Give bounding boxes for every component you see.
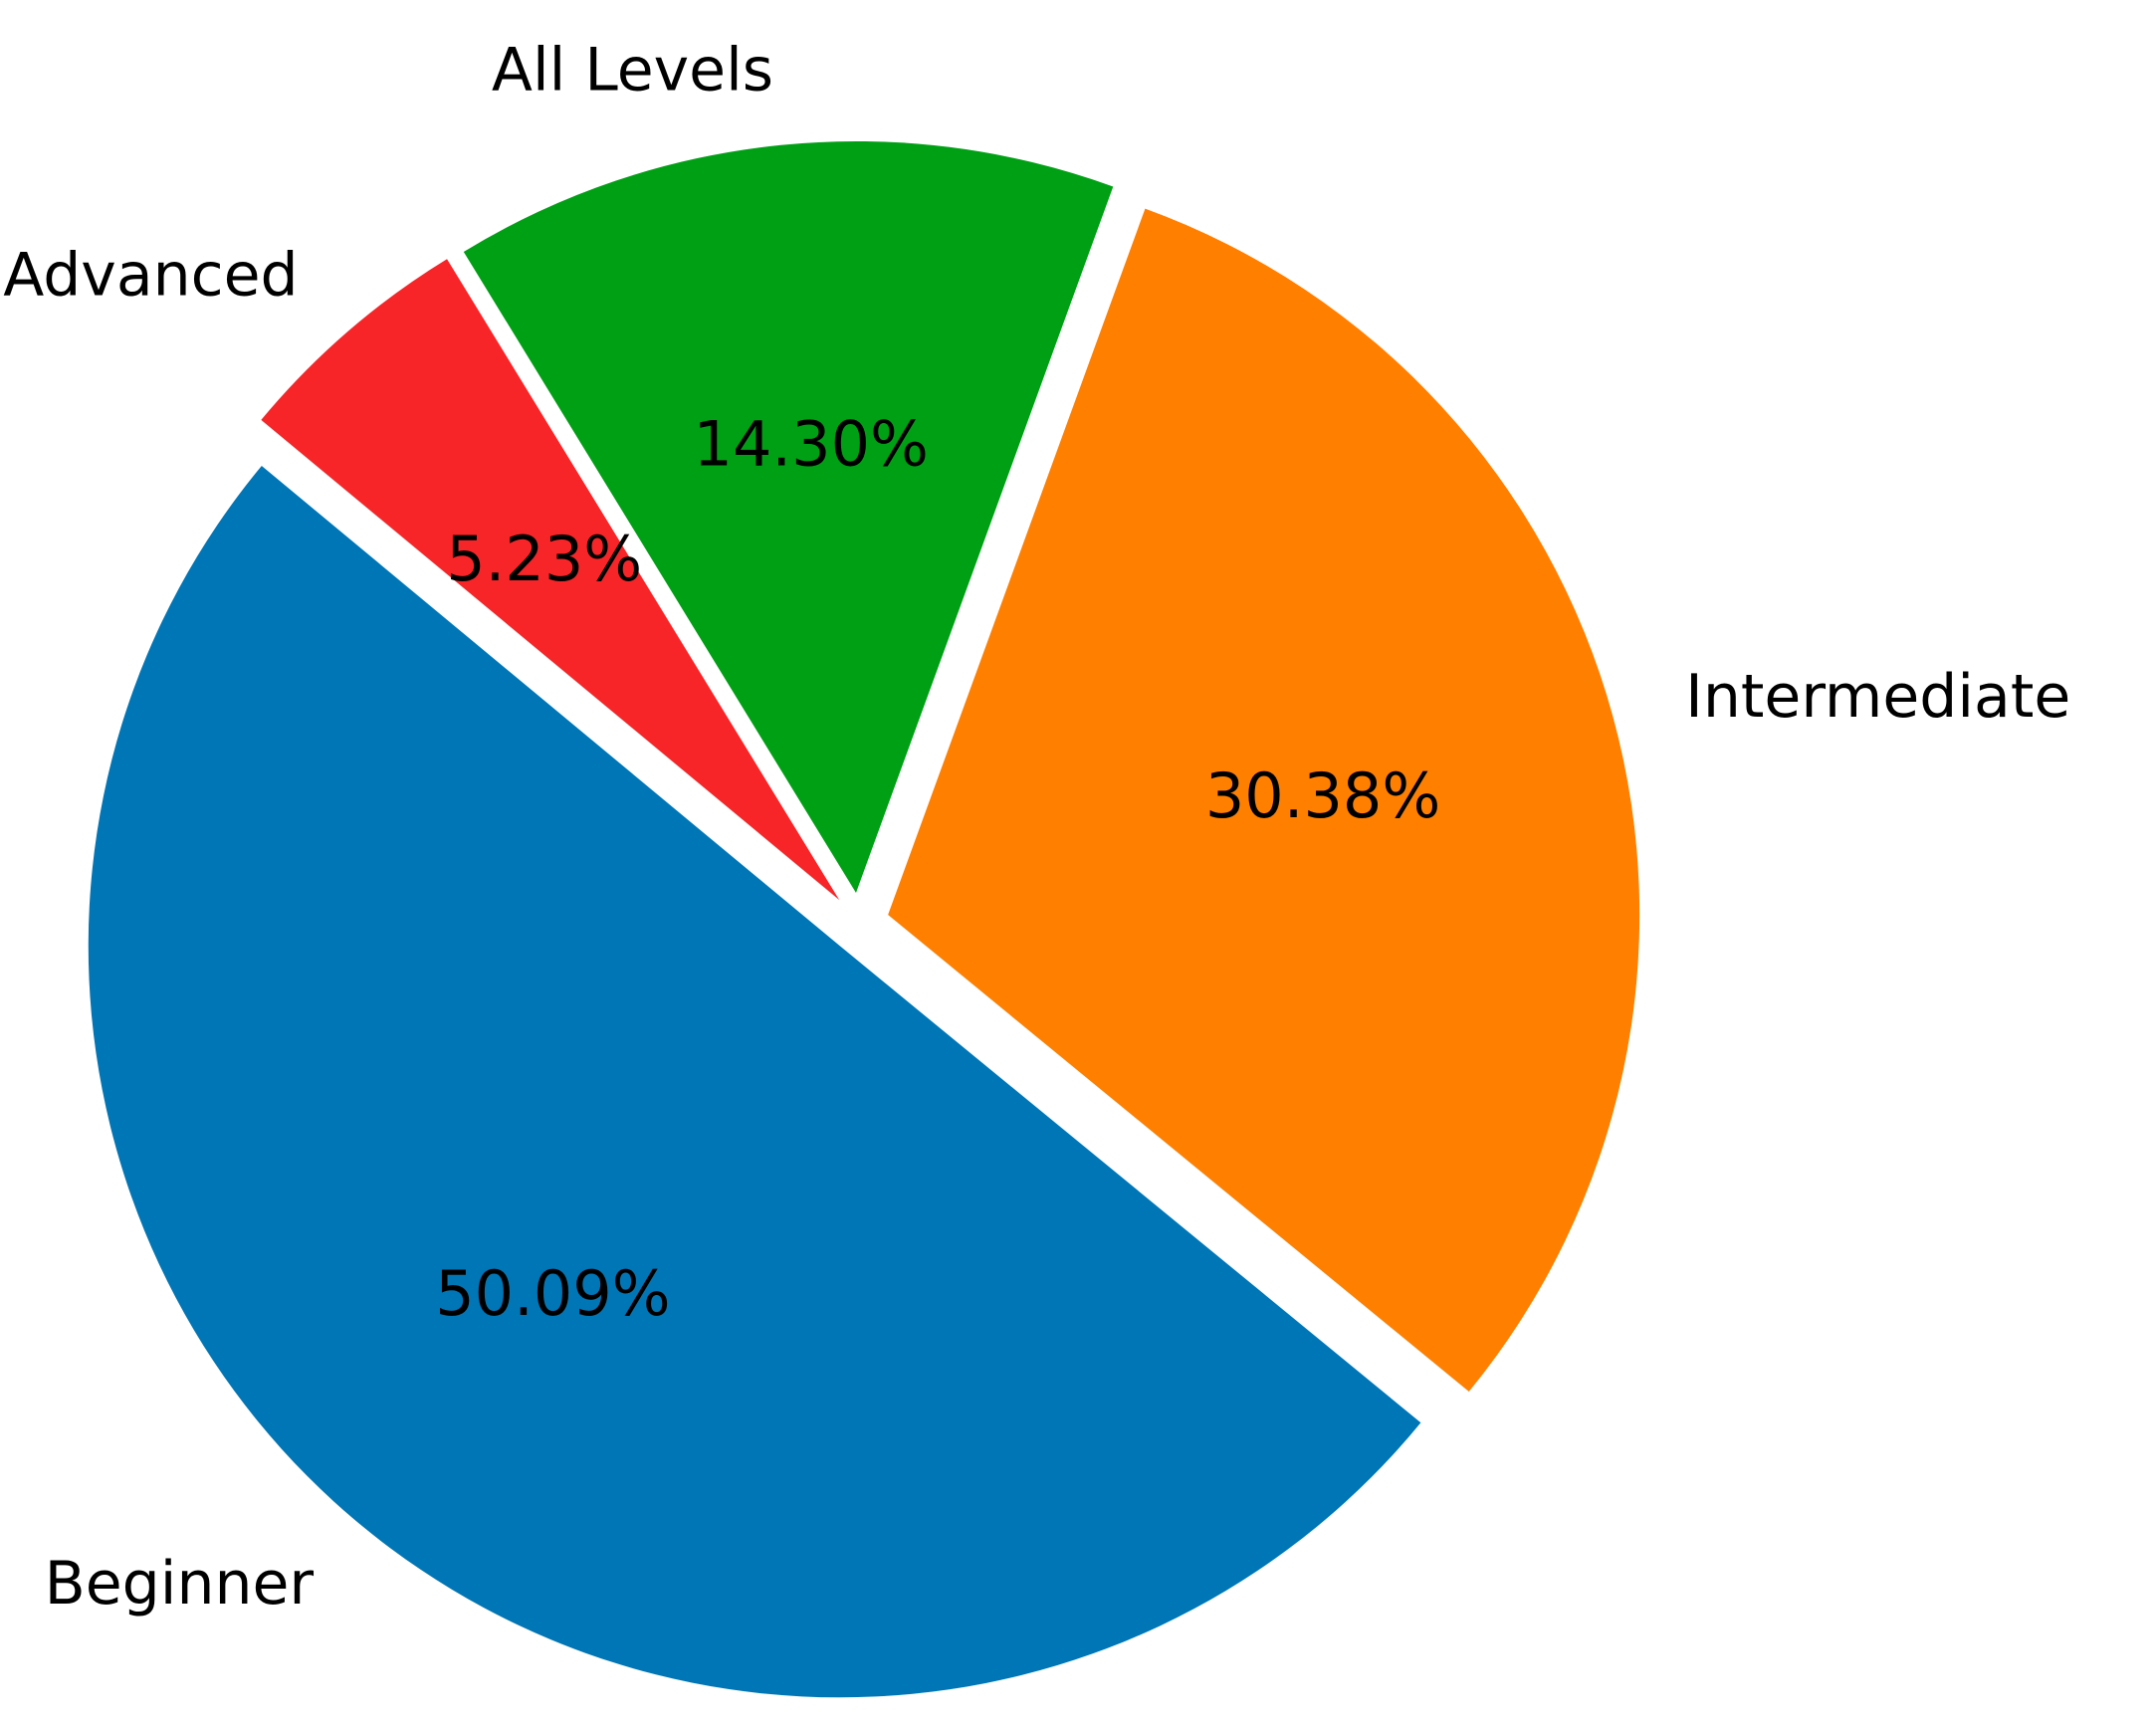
pie-percent-label-beginner: 50.09% xyxy=(435,1257,670,1330)
pie-category-label-intermediate: Intermediate xyxy=(1685,662,2070,732)
pie-slice-intermediate xyxy=(888,208,1640,1393)
pie-slice-beginner xyxy=(88,466,1421,1698)
pie-category-label-advanced: Advanced xyxy=(3,240,298,310)
pie-percent-label-advanced: 5.23% xyxy=(446,523,642,595)
labels-layer: 50.09% Beginner 30.38% Intermediate 14.30% Al… xyxy=(3,36,2070,1619)
pie-percent-label-intermediate: 30.38% xyxy=(1205,759,1440,832)
pie-category-label-all-levels: All Levels xyxy=(492,36,773,106)
pie-percent-label-all-levels: 14.30% xyxy=(694,408,929,481)
slices-layer xyxy=(88,140,1640,1698)
pie-slice-all-levels xyxy=(463,140,1114,893)
pie-category-label-beginner: Beginner xyxy=(45,1549,315,1619)
pie-slice-advanced xyxy=(261,259,840,901)
